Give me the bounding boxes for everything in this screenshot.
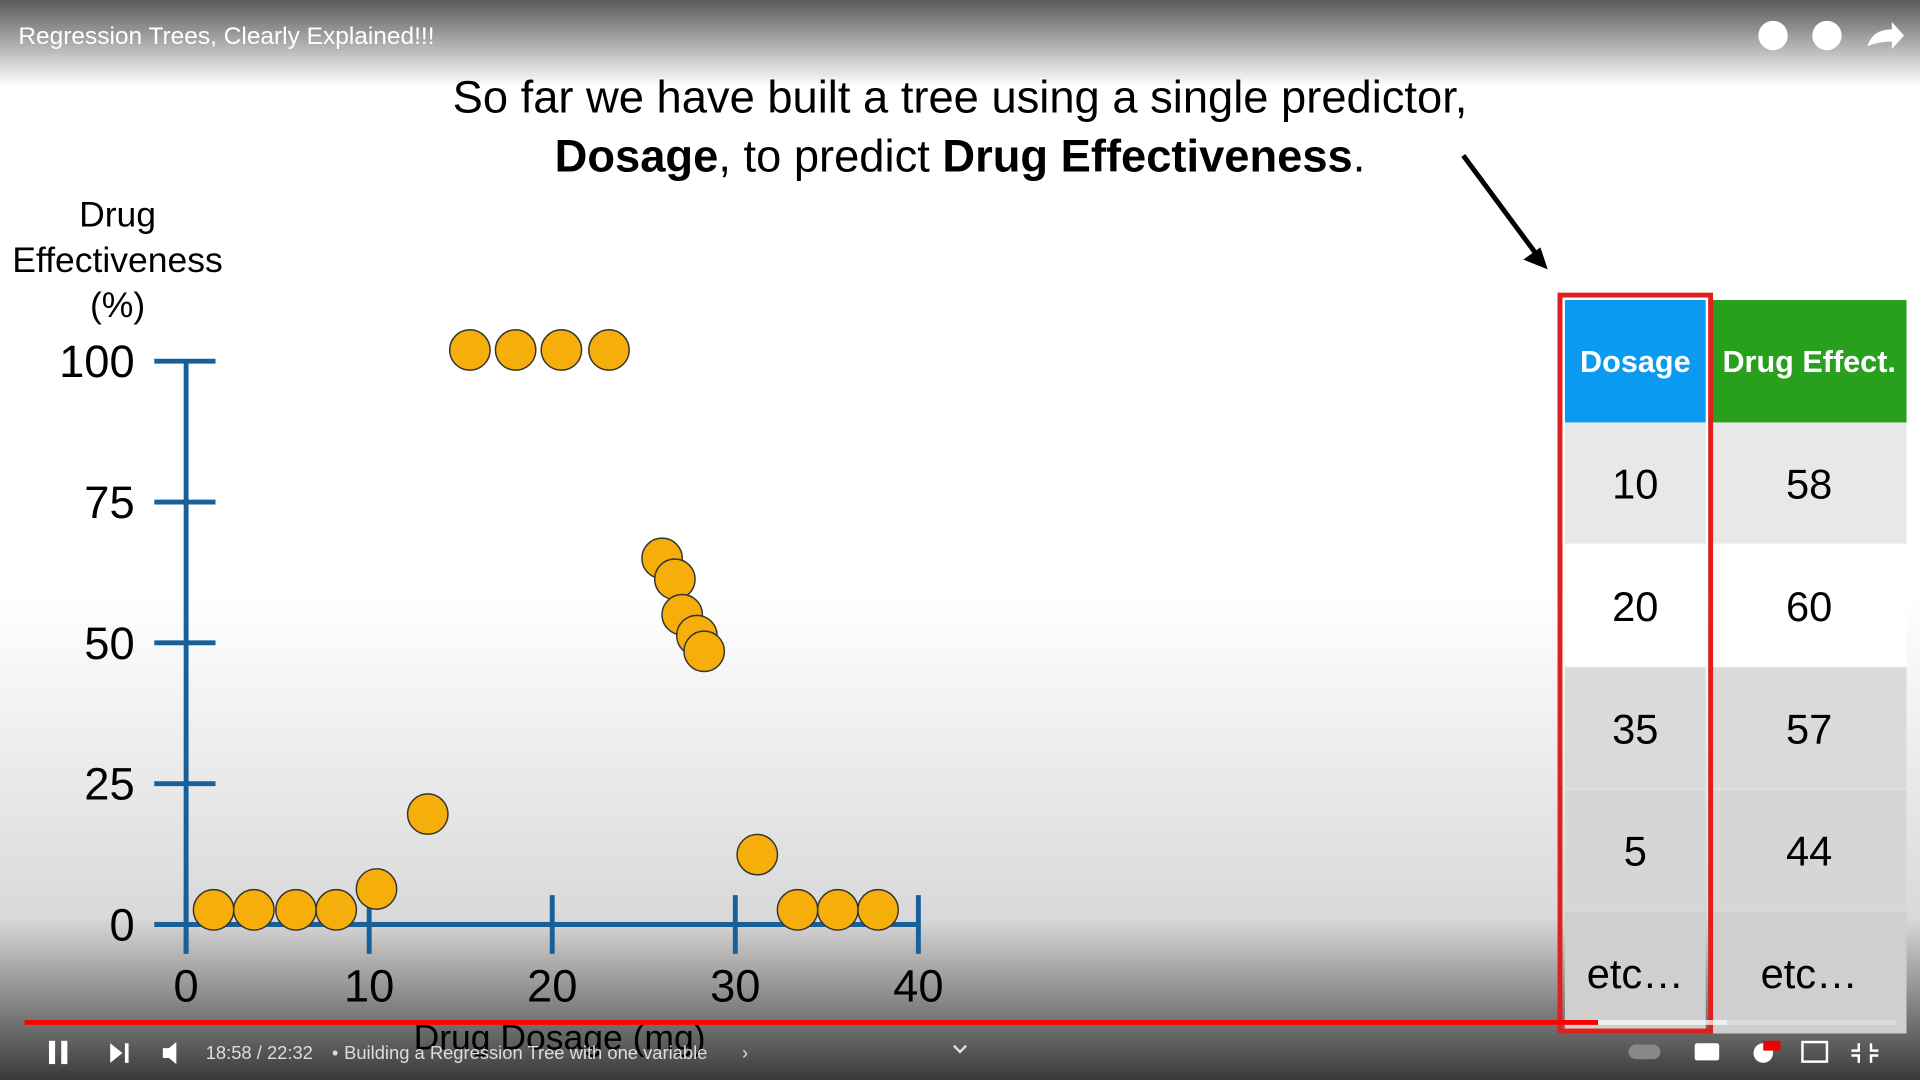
cell-text: 58 xyxy=(1786,460,1832,507)
header-cell xyxy=(1564,300,1706,423)
caption-text: , to predict xyxy=(718,130,942,181)
y-axis-label: Effectiveness xyxy=(12,240,222,280)
progress-buffer xyxy=(1597,1020,1727,1025)
player-controls: 18:58 / 22:32 • Building a Regression Tr… xyxy=(24,1020,1896,1065)
header-text: Drug Effect. xyxy=(1722,345,1895,379)
captions-button[interactable] xyxy=(1694,1043,1720,1061)
arrow xyxy=(1461,154,1548,270)
caption-line: So far we have built a tree using a sing… xyxy=(453,72,1468,123)
data-table: Dosage Drug Effect. 10 58 20 60 35 57 5 44 etc… etc… xyxy=(1557,292,1907,1034)
top-icons xyxy=(1758,20,1905,51)
autoplay-toggle[interactable] xyxy=(1628,1044,1661,1060)
data-point xyxy=(355,868,398,910)
cell-text: 5 xyxy=(1624,828,1647,875)
cast-button[interactable] xyxy=(1801,1040,1829,1063)
expand-chevron[interactable] xyxy=(953,1044,967,1054)
fullscreen-button[interactable] xyxy=(1851,1043,1879,1063)
data-point xyxy=(406,793,449,836)
cell-text: 44 xyxy=(1786,828,1832,875)
separator: • xyxy=(332,1042,338,1063)
header-text: Dosage xyxy=(1580,345,1691,379)
header-cell xyxy=(1711,300,1907,423)
data-point xyxy=(857,888,900,931)
data-point xyxy=(776,888,819,931)
time-display: 18:58 / 22:32 xyxy=(206,1042,313,1063)
y-tick-label: 75 xyxy=(84,477,134,528)
y-axis-label: Drug xyxy=(79,195,156,235)
table-cell xyxy=(1711,422,1907,544)
y-tick-label: 50 xyxy=(84,618,134,669)
cell-text: etc… xyxy=(1761,950,1858,997)
cell-text: 10 xyxy=(1612,460,1658,507)
table-cell xyxy=(1711,789,1907,912)
caption-line: Dosage, to predict Drug Effectiveness. xyxy=(555,130,1366,181)
highlight-box xyxy=(1557,292,1714,1034)
data-point xyxy=(448,329,491,371)
x-tick-label: 20 xyxy=(527,961,577,1012)
cell-text: 35 xyxy=(1612,705,1658,752)
x-tick-label: 10 xyxy=(344,961,394,1012)
data-point xyxy=(275,888,317,931)
table-cell xyxy=(1711,544,1907,667)
y-tick-label: 25 xyxy=(84,759,134,810)
y-tick-label: 100 xyxy=(59,336,135,387)
data-point xyxy=(540,329,583,371)
pause-button[interactable] xyxy=(61,1040,68,1065)
table-cell xyxy=(1564,667,1706,789)
hd-badge xyxy=(1763,1040,1781,1051)
table-cell xyxy=(1564,544,1706,667)
progress-played xyxy=(24,1020,1598,1025)
data-point xyxy=(494,329,537,371)
data-point xyxy=(315,888,358,931)
caption-bold: Drug Effectiveness xyxy=(942,130,1352,181)
caption-bold: Dosage xyxy=(555,130,719,181)
table-cell xyxy=(1564,789,1706,912)
next-button[interactable] xyxy=(110,1043,129,1063)
table-cell xyxy=(1711,912,1907,1034)
cell-text: 57 xyxy=(1786,705,1832,752)
data-point xyxy=(736,833,779,876)
data-point xyxy=(588,329,630,371)
data-point xyxy=(816,888,859,931)
watch-later-icon[interactable] xyxy=(1812,20,1842,51)
data-point xyxy=(192,888,235,931)
pause-button[interactable] xyxy=(48,1040,56,1065)
y-tick-label: 0 xyxy=(109,899,134,950)
cell-text: etc… xyxy=(1587,950,1684,997)
table-cell xyxy=(1564,422,1706,544)
cell-text: 60 xyxy=(1786,583,1832,630)
volume-button[interactable] xyxy=(162,1042,177,1065)
data-point xyxy=(653,558,696,601)
x-tick-label: 0 xyxy=(174,961,199,1012)
share-icon[interactable] xyxy=(1867,22,1905,49)
data-point xyxy=(683,630,726,673)
chapter-chevron: › xyxy=(742,1042,748,1063)
table-cell xyxy=(1564,912,1706,1034)
cell-text: 20 xyxy=(1612,583,1658,630)
x-tick-label: 30 xyxy=(710,961,760,1012)
caption-text: . xyxy=(1353,130,1366,181)
video-title[interactable]: Regression Trees, Clearly Explained!!! xyxy=(18,23,434,50)
data-point xyxy=(232,888,275,931)
y-axis-label: (%) xyxy=(90,285,145,325)
chapter-title[interactable]: Building a Regression Tree with one vari… xyxy=(344,1042,707,1063)
table-cell xyxy=(1711,667,1907,789)
x-tick-label: 40 xyxy=(893,961,943,1012)
info-icon[interactable] xyxy=(1758,20,1788,51)
